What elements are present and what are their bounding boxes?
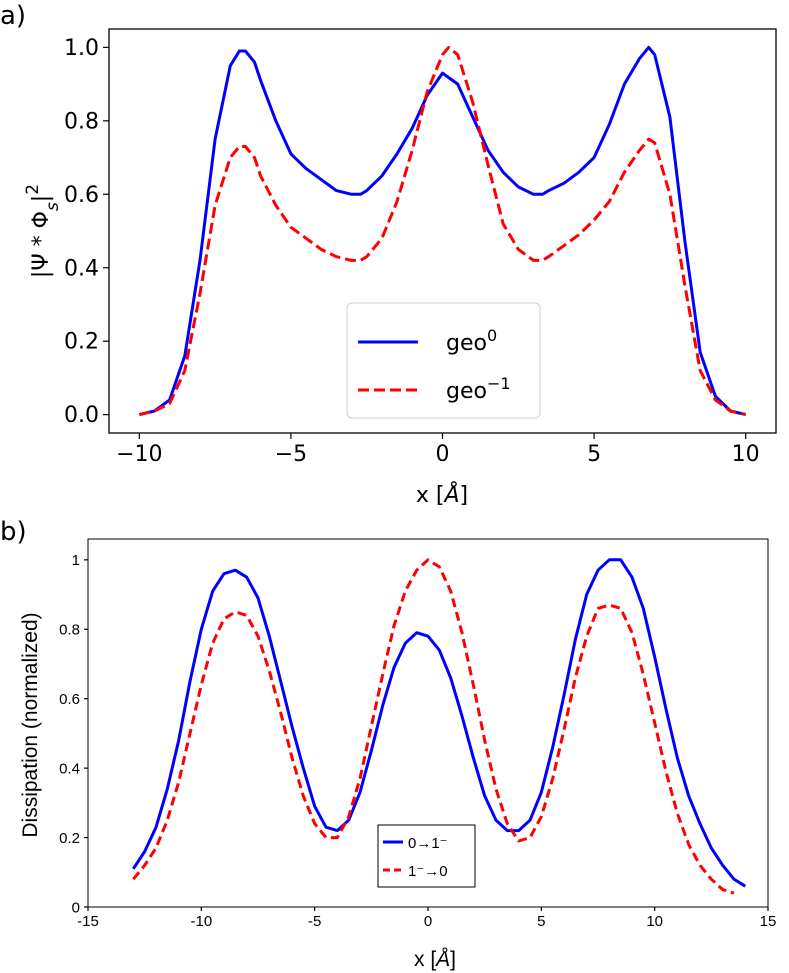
legend-geo-1-label: geo−1	[446, 374, 511, 405]
panel-a-y-tick-label: 1.0	[64, 36, 99, 61]
panel-a-y-tick-label: 0.6	[64, 183, 99, 208]
panel-b-x-tick-label: -15	[77, 913, 99, 930]
panel-b-y-ticks: 0 0.2 0.4 0.6 0.8 1	[59, 552, 88, 916]
panel-a-y-tick-label: 0.4	[64, 256, 99, 281]
panel-b-x-ticks: -15 -10 -5 0 5 10 15	[77, 907, 776, 930]
panel-a-y-ticks: 0.0 0.2 0.4 0.6 0.8 1.0	[64, 36, 109, 428]
panel-a-x-axis-label: x [Å]	[416, 481, 468, 508]
panel-b-legend-box	[377, 824, 476, 888]
panel-b-series-1-line	[132, 558, 735, 895]
panel-b-series-0-line	[132, 558, 747, 888]
panel-b-x-tick-label: -5	[308, 913, 321, 930]
legend-1to0-label: 1⁻→0	[408, 863, 448, 880]
legend-geo0-label: geo0	[446, 326, 497, 357]
panel-b-y-tick-label: 0.6	[59, 691, 80, 708]
panel-b-x-tick-label: -10	[190, 913, 212, 930]
panel-a-series	[138, 45, 747, 417]
panel-a-label: a)	[0, 1, 26, 31]
panel-b: b) -15 -10 -5 0 5 10 15 0 0.2 0.4 0.6 0.8 1 x [Å] D…	[0, 517, 776, 971]
panel-b-x-tick-label: 10	[646, 913, 663, 930]
panel-a-x-tick-label: 0	[436, 442, 450, 467]
panel-b-x-tick-label: 5	[537, 913, 545, 930]
panel-b-x-tick-label: 15	[760, 913, 777, 930]
panel-b-x-axis-label: x [Å]	[414, 948, 456, 971]
panel-a-x-ticks: −10 −5 0 5 10	[116, 433, 760, 467]
panel-a-x-tick-label: 5	[587, 442, 601, 467]
panel-b-y-tick-label: 0.4	[59, 761, 80, 778]
panel-b-x-tick-label: 0	[424, 913, 432, 930]
panel-b-y-axis-label: Dissipation (normalized)	[19, 612, 42, 837]
panel-a-legend-box	[346, 302, 541, 419]
panel-b-y-tick-label: 1	[72, 552, 80, 569]
panel-a-y-axis-label: |Ψ * Φs|2	[23, 184, 63, 278]
legend-0to1-label: 0→1⁻	[408, 835, 448, 852]
panel-a-series-0-line	[138, 45, 747, 417]
panel-a-y-tick-label: 0.8	[64, 109, 99, 134]
panel-b-legend: 0→1⁻ 1⁻→0	[377, 824, 476, 888]
panel-a-x-tick-label: 10	[732, 442, 760, 467]
panel-b-y-tick-label: 0.8	[59, 622, 80, 639]
panel-b-y-tick-label: 0.2	[59, 830, 80, 847]
panel-a: a) −10 −5 0 5 10 0.0 0.2 0.4 0.6 0.8 1.0 x [Å] |Ψ…	[0, 1, 777, 508]
panel-b-y-tick-label: 0	[72, 899, 80, 916]
panel-a-y-tick-label: 0.2	[64, 330, 99, 355]
panel-a-x-tick-label: −10	[116, 442, 162, 467]
panel-a-y-tick-label: 0.0	[64, 403, 99, 428]
panel-a-series-1-line	[138, 45, 747, 417]
panel-a-legend: geo0 geo−1	[346, 302, 541, 419]
panel-b-label: b)	[0, 517, 27, 547]
panel-a-x-tick-label: −5	[275, 442, 307, 467]
panel-b-series	[132, 558, 747, 895]
